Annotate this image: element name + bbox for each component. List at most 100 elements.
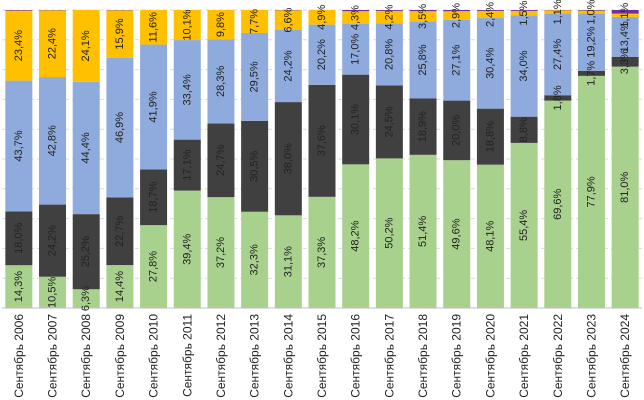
- data-label: 10,1%: [181, 9, 193, 40]
- bar-segment: [342, 10, 370, 12]
- bar-segment: [207, 197, 235, 308]
- data-label: 41,9%: [148, 91, 160, 122]
- data-label: 39,4%: [181, 233, 193, 264]
- data-label: 81,0%: [619, 172, 631, 203]
- x-tick-labels: Сентябрь 2006 Сентябрь 2007 Сентябрь 2008 С…: [12, 314, 632, 398]
- bar-segment: [544, 100, 572, 308]
- x-tick-label: Сентябрь 2014: [281, 314, 295, 398]
- bar-segment: [409, 154, 437, 308]
- x-tick-label: Сентябрь 2013: [248, 314, 262, 398]
- data-label: 13,4%: [619, 21, 631, 52]
- x-tick-label: Сентябрь 2018: [416, 314, 430, 398]
- bar-segment: [443, 11, 471, 20]
- bar-segment: [510, 142, 538, 308]
- bar-segment: [308, 24, 336, 85]
- data-label: 6,6%: [282, 7, 294, 32]
- x-tick-label: Сентябрь 2017: [382, 314, 396, 398]
- x-tick-label: Сентябрь 2024: [618, 314, 632, 398]
- data-label: 77,9%: [585, 176, 597, 207]
- bar-segment: [577, 10, 605, 11]
- bar-segment: [72, 214, 100, 290]
- bar-segment: [342, 24, 370, 75]
- bar-segment: [611, 56, 639, 67]
- data-label: 48,2%: [350, 220, 362, 251]
- bar-segment: [375, 158, 403, 308]
- data-label: 15,9%: [114, 18, 126, 49]
- data-label: 2,4%: [484, 2, 496, 27]
- bar-segment: [510, 10, 538, 11]
- data-label: 24,5%: [383, 106, 395, 137]
- data-label: 29,5%: [249, 61, 261, 92]
- x-tick-label: Сентябрь 2011: [180, 314, 194, 397]
- data-label: 27,8%: [148, 251, 160, 282]
- data-label: 1,8%: [552, 85, 564, 110]
- bar-segment: [274, 102, 302, 216]
- bar-segment: [476, 108, 504, 165]
- bar-segment: [544, 10, 572, 14]
- bar-segment: [375, 10, 403, 11]
- bar-segment: [375, 10, 403, 24]
- data-label: 1,5%: [518, 0, 530, 25]
- data-label: 10,5%: [47, 277, 59, 308]
- data-label: 6,3%: [80, 286, 92, 311]
- bar-segment: [241, 211, 269, 308]
- data-label: 22,7%: [114, 215, 126, 246]
- data-label: 51,4%: [417, 216, 429, 247]
- bar-segment: [409, 10, 437, 12]
- bar-segment: [274, 215, 302, 308]
- data-labels: 14,3% 18,0% 43,7% 23,4% 10,5% 24,2% 42,8% 22,4%…: [13, 0, 631, 311]
- bar-segment: [5, 80, 33, 212]
- bar-segment: [207, 39, 235, 124]
- data-label: 55,4%: [518, 210, 530, 241]
- data-label: 20,0%: [451, 115, 463, 146]
- bar-segment: [39, 276, 67, 308]
- data-label: 1,0%: [585, 0, 597, 25]
- bar-segment: [274, 10, 302, 30]
- bar-segment: [409, 21, 437, 99]
- data-label: 8,8%: [518, 117, 530, 142]
- data-label: 18,9%: [417, 111, 429, 142]
- bar-segment: [106, 197, 134, 266]
- bar-segment: [409, 98, 437, 155]
- data-label: 14,3%: [13, 271, 25, 302]
- bar-segment: [207, 10, 235, 40]
- bar-segment: [308, 84, 336, 197]
- data-label: 25,2%: [80, 236, 92, 267]
- data-label: 1,1%: [552, 0, 564, 24]
- x-tick-label: Сентябрь 2020: [483, 314, 497, 398]
- bar-segment: [342, 74, 370, 165]
- data-label: 30,1%: [350, 104, 362, 135]
- data-label: 25,8%: [417, 44, 429, 75]
- data-label: 1,7%: [585, 61, 597, 86]
- bar-segment: [375, 23, 403, 86]
- data-label: 17,0%: [350, 34, 362, 65]
- x-tick-label: Сентябрь 2006: [12, 314, 26, 398]
- data-label: 24,2%: [47, 225, 59, 256]
- data-label: 14,4%: [114, 271, 126, 302]
- data-label: 18,8%: [484, 121, 496, 152]
- bar-segment: [544, 13, 572, 96]
- bar-segment: [308, 196, 336, 308]
- bar-segment: [342, 11, 370, 25]
- bar-segment: [577, 75, 605, 308]
- bar-segment: [510, 10, 538, 16]
- bar-segment: [173, 10, 201, 41]
- bar-segment: [5, 211, 33, 266]
- x-tick-label: Сентябрь 2009: [113, 314, 127, 398]
- bar-segment: [39, 204, 67, 277]
- data-label: 33,4%: [181, 74, 193, 105]
- x-tick-label: Сентябрь 2016: [349, 314, 363, 398]
- data-label: 2,9%: [451, 3, 463, 28]
- x-tick-label: Сентябрь 2007: [46, 314, 60, 398]
- data-label: 19,2%: [585, 26, 597, 57]
- bar-segment: [140, 44, 168, 170]
- data-label: 22,4%: [47, 28, 59, 59]
- bar-segment: [611, 10, 639, 14]
- bar-segment: [106, 10, 134, 58]
- data-label: 48,1%: [484, 221, 496, 252]
- bar-segment: [5, 265, 33, 308]
- data-label: 42,8%: [47, 125, 59, 156]
- bar-segment: [577, 10, 605, 14]
- bar-segment: [241, 120, 269, 212]
- data-label: 24,1%: [80, 30, 92, 61]
